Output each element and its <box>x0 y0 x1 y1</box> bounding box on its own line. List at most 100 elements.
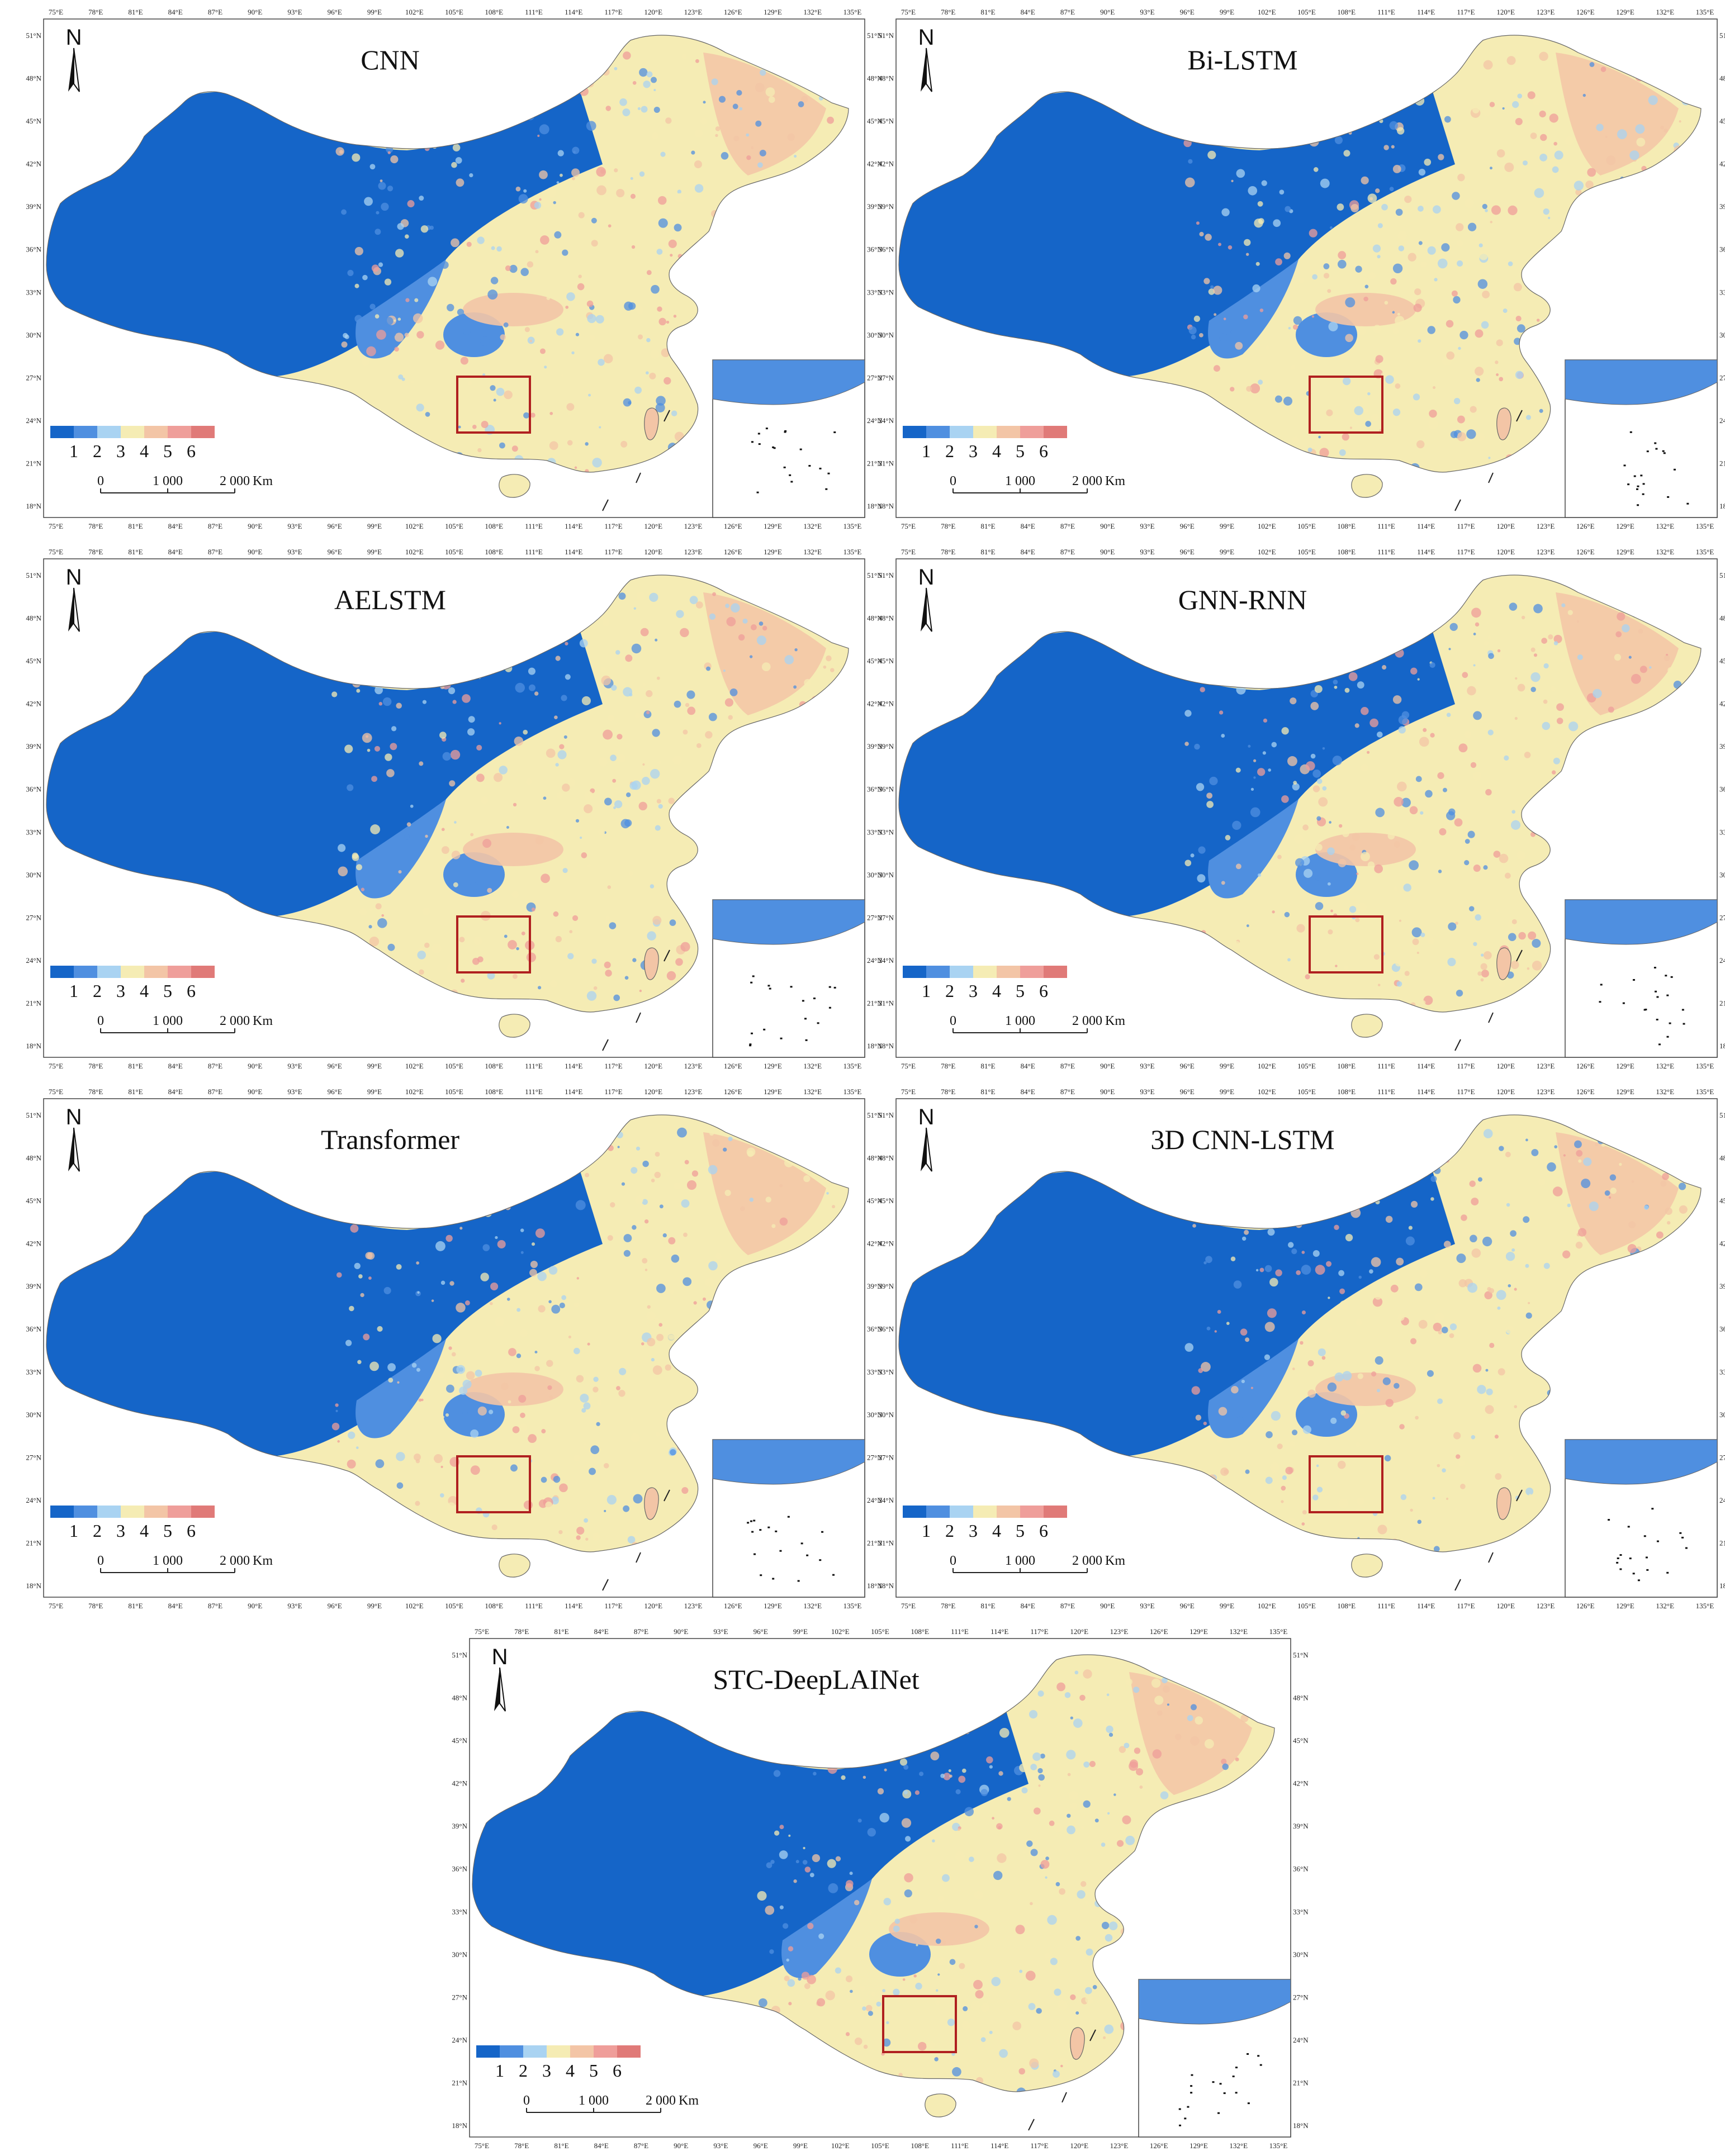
lon-tick-label-bottom: 102°E <box>405 522 424 530</box>
transition-region <box>1208 799 1299 899</box>
legend-label: 2 <box>945 441 954 461</box>
scale-label: 1 000 <box>1005 1554 1035 1568</box>
legend-label: 4 <box>566 2060 575 2081</box>
lat-tick-label-right: 27°N <box>1719 913 1725 922</box>
map-svg: 75°E 75°E 78°E 78°E 81°E 81°E 84°E 84°E 87°E 87°E… <box>878 548 1725 1070</box>
inset-island <box>1669 1022 1671 1024</box>
lon-tick-label-bottom: 93°E <box>1140 1062 1154 1070</box>
transition-region <box>1208 1339 1299 1438</box>
region-of-interest-box <box>1309 1455 1383 1513</box>
lon-tick-label-top: 99°E <box>367 8 382 16</box>
inset-island <box>827 472 830 474</box>
lat-tick-label-right: 39°N <box>1719 1282 1725 1290</box>
legend-swatch <box>1020 1506 1044 1518</box>
inset-island <box>772 446 775 448</box>
inset-island <box>1235 2092 1238 2094</box>
lon-tick-label-bottom: 81°E <box>128 1602 143 1610</box>
north-arrow-right <box>73 587 80 632</box>
boundary-dash <box>1454 499 1461 511</box>
scale-label: 2 000 <box>1072 474 1102 488</box>
lat-tick-label-left: 45°N <box>878 1196 894 1205</box>
lon-tick-label-bottom: 102°E <box>1258 1062 1276 1070</box>
inset-island <box>789 474 792 476</box>
lat-tick-label-left: 48°N <box>878 1154 894 1162</box>
inset-land <box>1565 899 1718 945</box>
lon-tick-label-bottom: 96°E <box>328 1062 342 1070</box>
legend-label: 6 <box>187 441 196 461</box>
lon-tick-label-bottom: 78°E <box>88 1062 103 1070</box>
legend-label: 2 <box>519 2060 528 2081</box>
lon-tick-label-bottom: 105°E <box>445 1062 463 1070</box>
legend-label: 3 <box>116 981 125 1001</box>
lon-tick-label-bottom: 123°E <box>684 1062 703 1070</box>
scale-label: 1 000 <box>153 1554 183 1568</box>
north-arrow-icon: N <box>918 1105 935 1172</box>
north-arrow-icon: N <box>66 1105 82 1172</box>
inset-island <box>833 986 836 989</box>
inset-island <box>813 998 816 1000</box>
inset-island <box>1655 990 1657 992</box>
lon-tick-label-top: 87°E <box>208 1088 222 1096</box>
lat-tick-label-left: 39°N <box>26 202 41 211</box>
lon-tick-label-top: 99°E <box>793 1627 808 1636</box>
inset-island <box>790 481 793 483</box>
lat-tick-label-left: 48°N <box>26 1154 41 1162</box>
north-label: N <box>918 1105 935 1129</box>
legend-swatch <box>74 966 97 978</box>
lon-tick-label-top: 114°E <box>565 8 582 16</box>
panel-title: Bi-LSTM <box>1187 44 1297 75</box>
lat-tick-label-left: 27°N <box>452 1993 467 2001</box>
country-outline <box>46 35 849 473</box>
lon-tick-label-top: 84°E <box>168 548 183 556</box>
inset-land <box>712 899 865 945</box>
lon-tick-label-bottom: 99°E <box>1220 522 1234 530</box>
lon-tick-label-bottom: 123°E <box>684 1602 703 1610</box>
lon-tick-label-top: 87°E <box>634 1627 648 1636</box>
inset-island <box>828 1006 831 1009</box>
legend-label: 4 <box>992 441 1001 461</box>
inset-island <box>1232 2076 1235 2078</box>
inset-island <box>1666 1571 1669 1574</box>
lon-tick-label-top: 105°E <box>1297 548 1316 556</box>
boundary-dash <box>602 1039 609 1051</box>
lat-tick-label-left: 21°N <box>452 2078 467 2087</box>
lon-tick-label-top: 129°E <box>1190 1627 1208 1636</box>
legend-label: 4 <box>140 981 149 1001</box>
scale-label: 0 <box>97 1014 104 1028</box>
lat-tick-label-right: 24°N <box>1293 2036 1309 2044</box>
lat-tick-label-right: 18°N <box>1719 502 1725 510</box>
lon-tick-label-top: 129°E <box>1616 548 1634 556</box>
lon-tick-label-top: 102°E <box>1258 548 1276 556</box>
lon-tick-label-top: 96°E <box>328 548 342 556</box>
region-of-interest-box <box>882 1995 957 2053</box>
lon-tick-label-top: 111°E <box>525 548 543 556</box>
lon-tick-label-top: 90°E <box>1100 548 1115 556</box>
north-arrow-left <box>921 1128 926 1171</box>
inset-island <box>1179 2124 1182 2126</box>
lat-tick-label-right: 39°N <box>867 742 883 751</box>
lon-tick-label-top: 105°E <box>445 548 463 556</box>
lat-tick-label-left: 48°N <box>878 74 894 83</box>
legend-label: 6 <box>187 1521 196 1541</box>
lat-tick-label-left: 18°N <box>878 1582 894 1590</box>
taiwan-island <box>1070 2027 1085 2060</box>
lon-tick-label-top: 126°E <box>1576 8 1595 16</box>
inset-island <box>1642 493 1645 495</box>
lon-tick-label-top: 102°E <box>1258 8 1276 16</box>
lat-tick-label-left: 18°N <box>26 502 41 510</box>
north-arrow-right <box>73 1127 80 1172</box>
inset-island <box>1673 468 1676 471</box>
inset-island <box>1643 1535 1646 1537</box>
inset-island <box>832 1574 835 1576</box>
legend-label: 5 <box>163 1521 172 1541</box>
lon-tick-label-bottom: 99°E <box>367 1062 382 1070</box>
lon-tick-label-bottom: 87°E <box>208 1062 222 1070</box>
lon-tick-label-bottom: 93°E <box>1140 1602 1154 1610</box>
lon-tick-label-top: 120°E <box>644 548 662 556</box>
lon-tick-label-bottom: 93°E <box>287 1602 302 1610</box>
inset-island <box>1637 485 1639 487</box>
lon-tick-label-top: 135°E <box>843 548 862 556</box>
lon-tick-label-top: 114°E <box>1417 548 1435 556</box>
legend-swatch <box>903 426 926 438</box>
inset-island <box>750 1032 753 1034</box>
